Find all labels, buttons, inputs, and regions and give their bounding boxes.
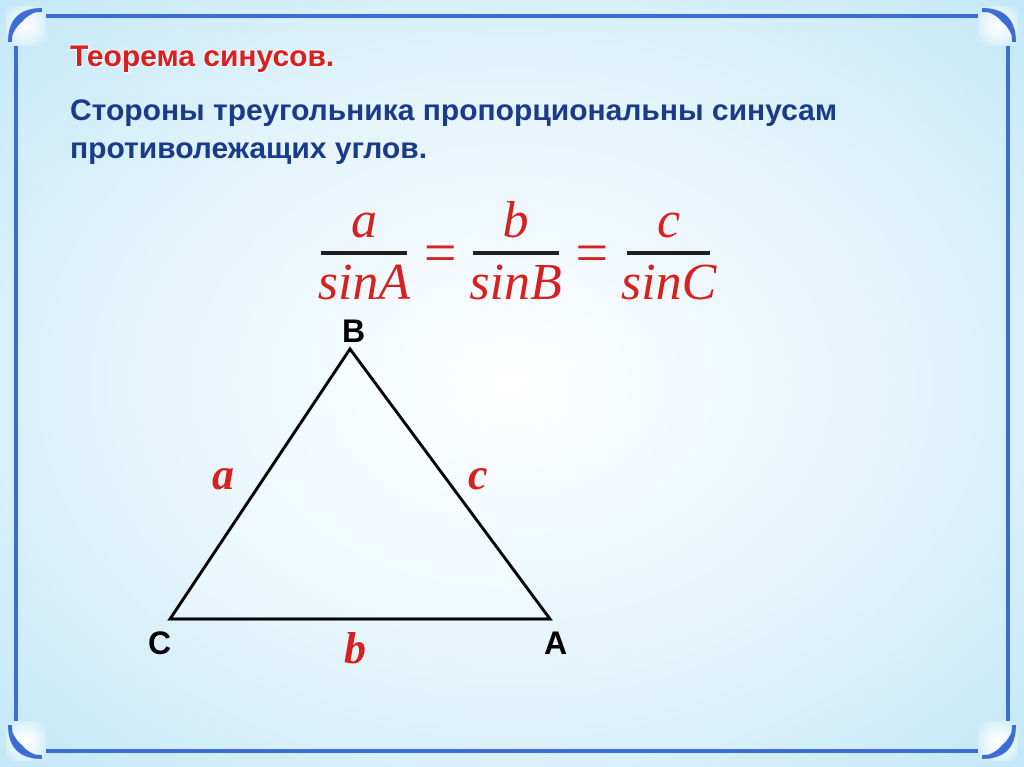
vertex-label-c: C xyxy=(148,625,171,662)
side-label-c: c xyxy=(468,449,488,500)
numerator-c: c xyxy=(627,195,710,255)
fraction-c: c sinC xyxy=(621,195,716,309)
vertex-label-b: B xyxy=(342,313,365,350)
side-label-b: b xyxy=(344,623,366,674)
numerator-a: a xyxy=(321,195,407,255)
fraction-a: a sinA xyxy=(318,195,410,309)
slide-content: Теорема синусов. Стороны треугольника пр… xyxy=(70,40,964,679)
theorem-title: Теорема синусов. xyxy=(70,40,964,74)
side-label-a: a xyxy=(212,449,234,500)
denominator-sina: sinA xyxy=(318,255,410,309)
numerator-b: b xyxy=(473,195,559,255)
theorem-statement: Стороны треугольника пропорциональны син… xyxy=(70,92,964,167)
equals-1: = xyxy=(418,219,461,286)
triangle-svg xyxy=(130,319,650,679)
law-of-sines-formula: a sinA = b sinB = c sinC xyxy=(70,195,964,309)
corner-ornament-tr xyxy=(978,6,1018,46)
denominator-sinb: sinB xyxy=(469,255,561,309)
triangle-diagram: B C A a c b xyxy=(130,319,650,679)
corner-ornament-br xyxy=(978,721,1018,761)
fraction-b: b sinB xyxy=(469,195,561,309)
equals-2: = xyxy=(570,219,613,286)
corner-ornament-bl xyxy=(6,721,46,761)
corner-ornament-tl xyxy=(6,6,46,46)
vertex-label-a: A xyxy=(544,625,567,662)
denominator-sinc: sinC xyxy=(621,255,716,309)
